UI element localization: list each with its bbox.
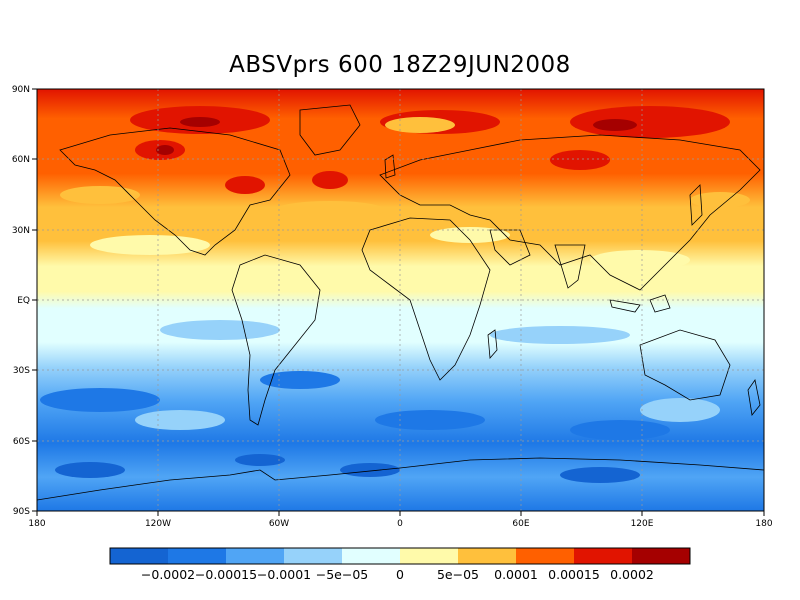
- lat-label-90n: 90N: [12, 85, 30, 95]
- colorbar-swatch: [226, 548, 284, 564]
- lon-label-120e: 120E: [631, 519, 654, 529]
- map-title: ABSVprs 600 18Z29JUN2008: [229, 52, 571, 78]
- colorbar-tick-label: 0: [396, 567, 404, 582]
- colorbar-swatch: [458, 548, 516, 564]
- contour-field: [37, 89, 764, 511]
- gridlines: [37, 89, 764, 511]
- colorbar-swatch: [168, 548, 226, 564]
- colorbar-tick-label: 0.0001: [494, 567, 538, 582]
- lon-label-60w: 60W: [269, 519, 289, 529]
- colorbar-tick-label: 0.0002: [610, 567, 654, 582]
- lat-label-90s: 90S: [13, 507, 30, 517]
- colorbar-swatch: [400, 548, 458, 564]
- lon-label-120w: 120W: [145, 519, 171, 529]
- colorbar-tick-label: 0.00015: [548, 567, 600, 582]
- colorbar-swatch: [632, 548, 690, 564]
- colorbar-labels: −0.0002 −0.00015 −0.0001 −5e−05 0 5e−05 0.0001…: [141, 567, 654, 582]
- lat-label-60n: 60N: [12, 155, 30, 165]
- colorbar-tick-label: −0.00015: [195, 567, 257, 582]
- coastlines: [37, 104, 764, 501]
- lat-label-eq: EQ: [17, 296, 30, 306]
- colorbar-frame: [109, 547, 691, 565]
- colorbar-swatch: [574, 548, 632, 564]
- lat-label-30s: 30S: [13, 366, 30, 376]
- lon-label-180w: 180: [28, 519, 45, 529]
- colorbar-swatch: [284, 548, 342, 564]
- colorbar-tick-label: −0.0002: [141, 567, 195, 582]
- colorbar-tick-label: −5e−05: [316, 567, 369, 582]
- colorbar-swatch: [516, 548, 574, 564]
- colorbar-tick-label: −0.0001: [257, 567, 311, 582]
- colorbar-swatch: [110, 548, 168, 564]
- lat-label-30n: 30N: [12, 226, 30, 236]
- colorbar: [109, 547, 691, 565]
- lat-label-60s: 60S: [13, 437, 30, 447]
- colorbar-swatch: [342, 548, 400, 564]
- lon-label-0: 0: [397, 519, 403, 529]
- lon-label-60e: 60E: [512, 519, 529, 529]
- colorbar-tick-label: 5e−05: [437, 567, 479, 582]
- lon-label-180e: 180: [755, 519, 772, 529]
